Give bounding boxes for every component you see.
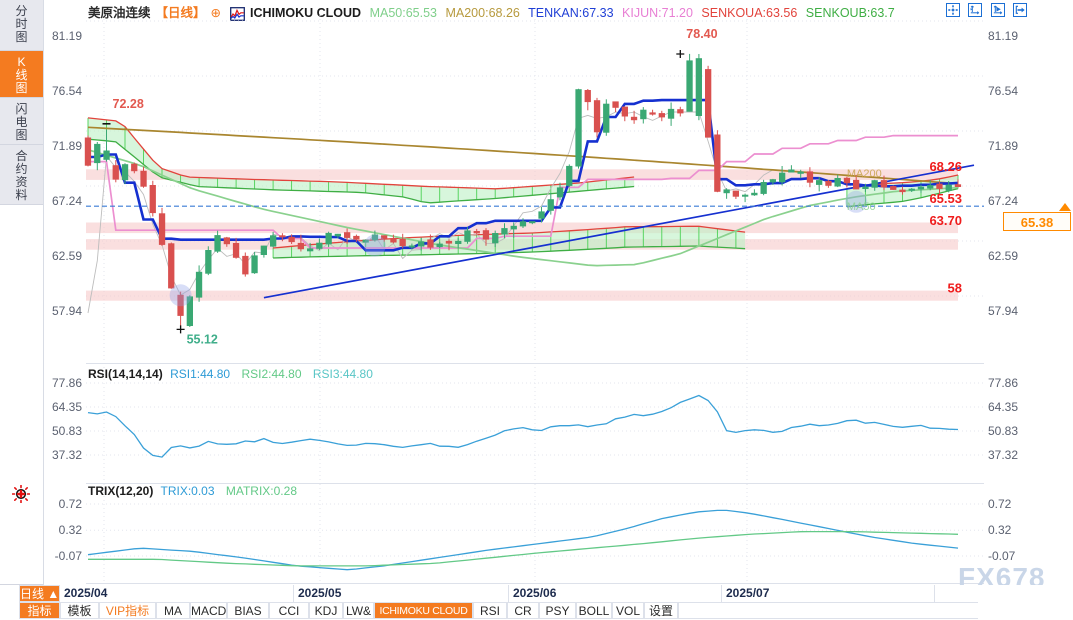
- svg-text:58: 58: [948, 280, 962, 295]
- svg-text:72.28: 72.28: [113, 97, 144, 111]
- svg-text:55.12: 55.12: [187, 332, 218, 346]
- svg-text:MA50: MA50: [847, 201, 876, 213]
- svg-text:65.53: 65.53: [929, 191, 962, 206]
- svg-text:63.70: 63.70: [929, 213, 962, 228]
- svg-text:78.40: 78.40: [686, 27, 717, 41]
- svg-text:68.26: 68.26: [929, 159, 962, 174]
- svg-text:MA200: MA200: [847, 168, 882, 180]
